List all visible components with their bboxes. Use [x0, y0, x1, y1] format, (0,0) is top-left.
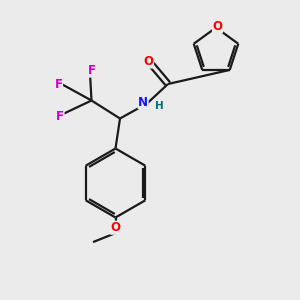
Text: H: H — [155, 101, 164, 111]
Text: N: N — [138, 95, 148, 109]
Text: F: F — [88, 64, 95, 77]
Text: O: O — [110, 221, 121, 234]
Text: O: O — [212, 20, 223, 33]
Text: O: O — [143, 55, 154, 68]
Text: F: F — [55, 77, 62, 91]
Text: F: F — [56, 110, 64, 124]
